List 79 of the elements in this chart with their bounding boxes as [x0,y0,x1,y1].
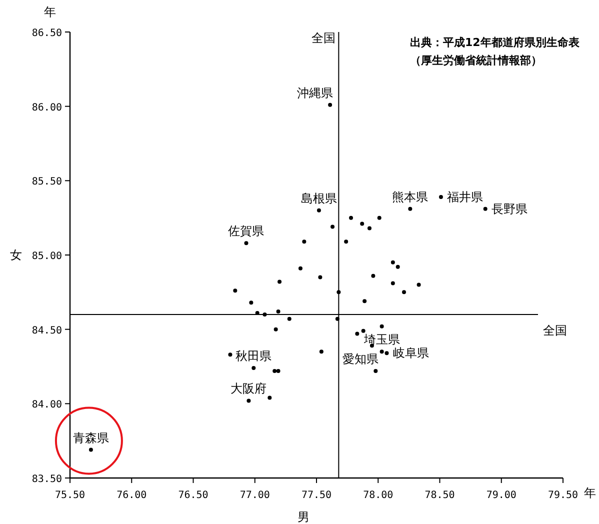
point [330,224,335,229]
point [318,275,322,280]
point [384,351,389,356]
text: 年 [44,5,56,19]
annotation: 佐賀県 [228,224,264,238]
y-tick-label: 86.00 [32,102,62,114]
point [335,316,340,321]
point [361,328,366,333]
point [249,300,254,305]
point [233,288,238,293]
annotation: 福井県 [446,190,483,204]
ref-line-label: 全国 [543,323,567,338]
point [362,299,367,304]
annotation: 長野県 [491,202,528,216]
y-axis-title: 女 [10,248,22,262]
x-tick-label: 79.50 [548,490,578,501]
point [252,366,256,370]
point [287,316,292,321]
point [272,368,277,373]
text: 年 [584,486,596,500]
point [276,368,280,373]
x-tick-label: 77.00 [240,490,270,501]
point [380,350,384,354]
point [402,290,406,294]
point [390,281,395,286]
point [344,240,348,244]
point [244,241,248,246]
point [246,398,251,403]
annotation: 大阪府 [230,382,267,396]
annotation: 熊本県 [392,190,428,204]
point [371,274,376,278]
point [377,216,382,220]
y-tick-label: 86.50 [32,28,62,39]
x-axis-title: 男 [298,510,310,524]
annotation: 島根県 [300,191,337,206]
annotation: 愛知県 [342,352,379,366]
x-tick-label: 78.00 [363,490,394,501]
point [328,102,332,107]
point [228,352,232,357]
point [88,448,93,452]
ref-line-label: 全国 [312,31,336,45]
point [302,240,306,244]
x-tick-label: 76.50 [178,490,208,501]
point [438,195,443,200]
y-tick-label: 85.00 [32,251,62,262]
annotation: 青森県 [72,430,109,445]
point [316,208,321,212]
point [319,350,324,354]
point [262,312,267,316]
annotation: 岐阜県 [392,346,429,360]
y-tick-label: 84.00 [32,400,62,411]
point [374,368,378,373]
x-tick-label: 77.50 [301,490,332,501]
annotation: 秋田県 [236,348,272,363]
x-tick-label: 79.00 [486,490,516,501]
point [396,264,400,269]
y-tick-label: 85.50 [32,176,62,188]
point [355,332,360,336]
point [416,282,421,287]
x-tick-label: 78.50 [424,490,455,501]
annotation: 出典：平成12年都道府県別生命表（厚生労働省統計情報部） [410,36,580,67]
y-tick-label: 84.50 [32,325,62,336]
point [408,206,412,211]
point [390,260,395,264]
annotation: 沖縄県 [297,86,334,100]
point [483,206,488,211]
point [268,396,272,400]
point [349,216,354,220]
point [336,290,341,294]
point [367,226,372,230]
y-tick-label: 83.50 [32,474,62,485]
point [278,280,282,284]
x-tick-label: 75.50 [54,490,86,501]
point [298,266,302,270]
point [380,324,384,328]
point [360,222,364,226]
point [276,309,280,314]
point [274,327,278,332]
x-tick-label: 76.00 [116,490,147,501]
